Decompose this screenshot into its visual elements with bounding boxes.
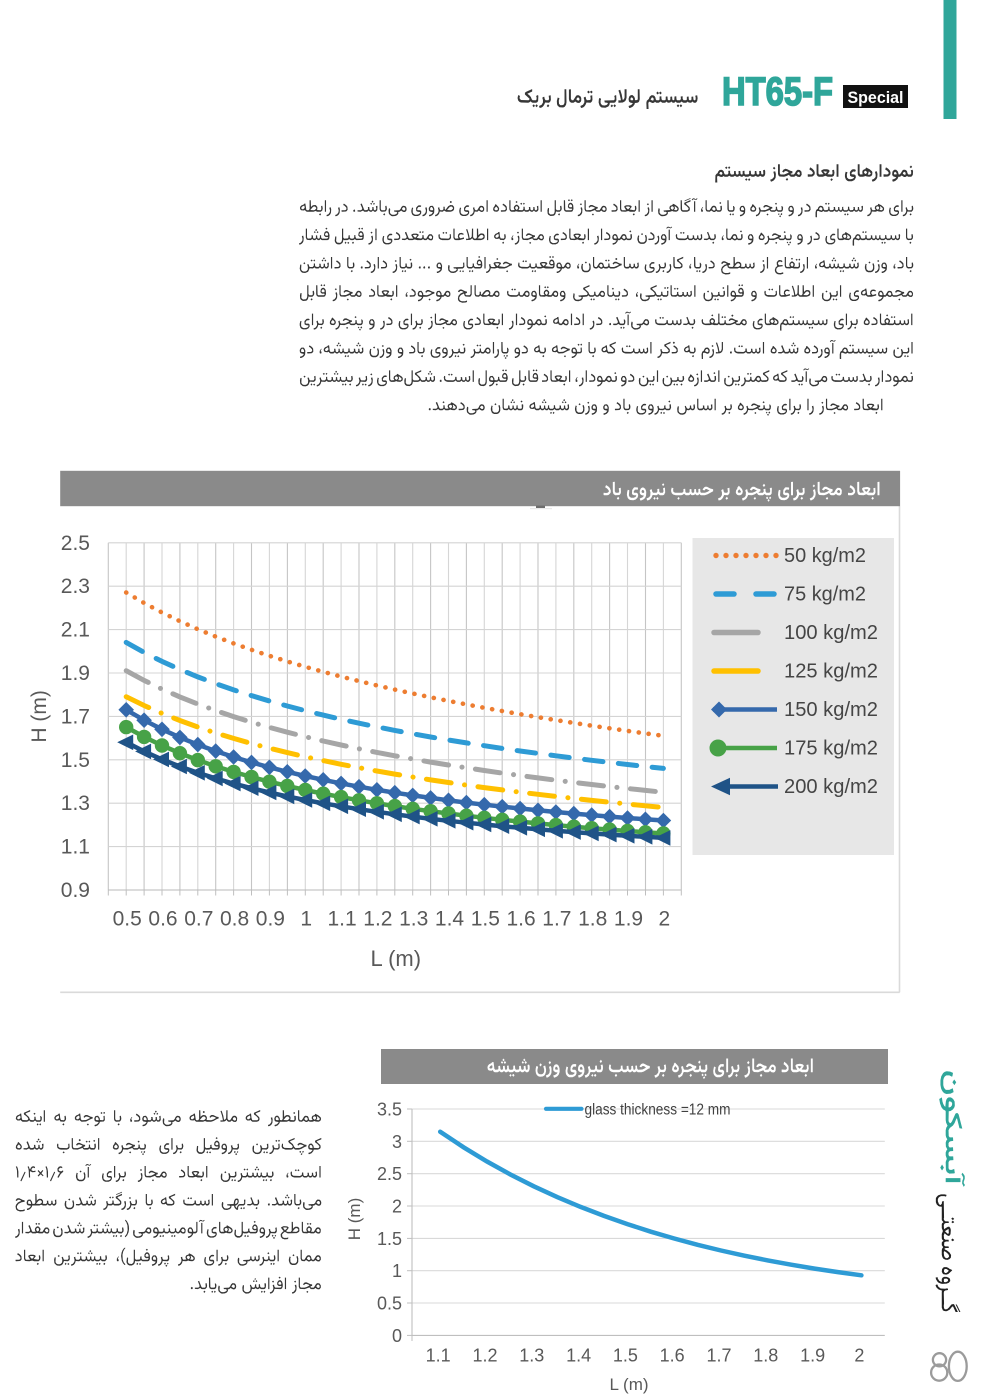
svg-text:1: 1 [300,908,312,931]
svg-text:1.8: 1.8 [578,908,607,931]
svg-text:0.9: 0.9 [61,879,90,902]
svg-text:2.1: 2.1 [61,619,90,642]
svg-text:1.8: 1.8 [753,1346,778,1366]
svg-text:L (m): L (m) [609,1375,648,1394]
svg-text:50 kg/m2: 50 kg/m2 [784,545,866,567]
svg-text:2: 2 [659,908,671,931]
svg-text:0.6: 0.6 [148,908,177,931]
svg-text:1.1: 1.1 [426,1346,451,1366]
svg-text:1.7: 1.7 [61,705,90,728]
svg-text:0.9: 0.9 [256,908,285,931]
svg-text:1.1: 1.1 [327,908,356,931]
svg-text:1.5: 1.5 [613,1346,638,1366]
svg-text:1.5: 1.5 [61,749,90,772]
svg-text:2: 2 [392,1197,402,1217]
svg-text:2.3: 2.3 [61,575,90,598]
svg-text:0.8: 0.8 [220,908,249,931]
svg-text:H (m): H (m) [345,1198,364,1240]
svg-text:1.9: 1.9 [614,908,643,931]
svg-text:1.3: 1.3 [61,792,90,815]
svg-text:1.3: 1.3 [519,1346,544,1366]
svg-text:HT65-F: HT65-F [722,70,833,114]
svg-text:0: 0 [392,1326,402,1346]
svg-text:150 kg/m2: 150 kg/m2 [784,699,878,721]
svg-text:H (m): H (m) [28,690,51,742]
svg-text:3: 3 [392,1132,402,1152]
svg-text:1.7: 1.7 [542,908,571,931]
svg-text:2.5: 2.5 [61,532,90,555]
svg-text:0.5: 0.5 [113,908,142,931]
svg-text:1.9: 1.9 [800,1346,825,1366]
svg-text:1.2: 1.2 [472,1346,497,1366]
svg-text:3.5: 3.5 [377,1100,402,1120]
svg-text:1.5: 1.5 [377,1229,402,1249]
svg-text:1.9: 1.9 [61,662,90,685]
svg-text:2.5: 2.5 [377,1164,402,1184]
svg-text:1.6: 1.6 [660,1346,685,1366]
svg-text:glass thickness =12 mm: glass thickness =12 mm [585,1102,731,1119]
svg-text:100 kg/m2: 100 kg/m2 [784,622,878,644]
svg-text:175 kg/m2: 175 kg/m2 [784,738,878,760]
svg-text:1.3: 1.3 [399,908,428,931]
svg-text:200 kg/m2: 200 kg/m2 [784,776,878,798]
svg-text:1.6: 1.6 [506,908,535,931]
svg-text:1.7: 1.7 [706,1346,731,1366]
svg-text:1.1: 1.1 [61,836,90,859]
svg-text:1.4: 1.4 [566,1346,591,1366]
svg-text:75 kg/m2: 75 kg/m2 [784,584,866,606]
svg-text:1.5: 1.5 [471,908,500,931]
svg-text:0.5: 0.5 [377,1294,402,1314]
svg-text:Special: Special [848,88,904,107]
svg-text:1.2: 1.2 [363,908,392,931]
svg-text:0.7: 0.7 [184,908,213,931]
svg-text:2: 2 [854,1346,864,1366]
svg-text:1.4: 1.4 [435,908,465,931]
svg-text:125 kg/m2: 125 kg/m2 [784,661,878,683]
svg-text:L (m): L (m) [371,946,422,971]
svg-text:1: 1 [392,1261,402,1281]
